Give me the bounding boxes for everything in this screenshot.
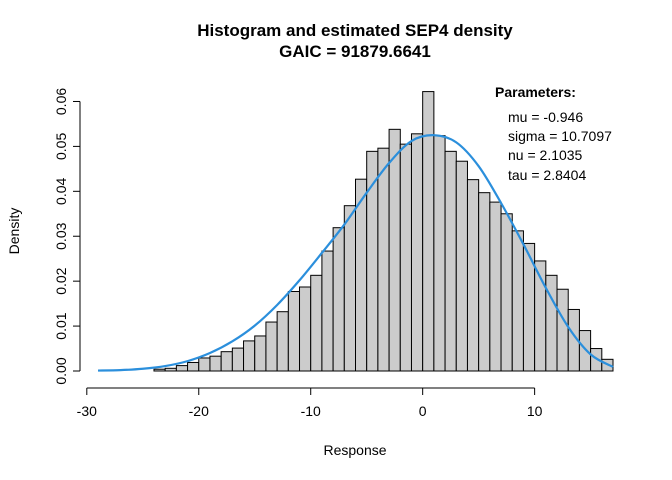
histogram-bar bbox=[500, 213, 513, 372]
y-tick-label: 0.00 bbox=[53, 357, 69, 384]
histogram-bar bbox=[220, 351, 233, 372]
histogram-bar bbox=[243, 340, 256, 372]
histogram-bar bbox=[175, 365, 189, 372]
histogram-bars bbox=[153, 91, 614, 372]
histogram-bar bbox=[276, 311, 289, 372]
histogram-bar bbox=[187, 361, 200, 372]
parameters-legend: Parameters: mu = -0.946 sigma = 10.7097 … bbox=[495, 84, 612, 183]
y-tick-label: 0.04 bbox=[53, 177, 69, 204]
histogram-bar bbox=[265, 321, 278, 372]
histogram-bar bbox=[299, 286, 312, 372]
y-tick-label: 0.06 bbox=[53, 88, 69, 115]
y-tick-label: 0.03 bbox=[53, 222, 69, 249]
histogram-bar bbox=[511, 230, 524, 372]
x-tick-label: -10 bbox=[301, 403, 321, 419]
histogram-bar bbox=[321, 250, 334, 372]
histogram-bar bbox=[153, 368, 166, 372]
x-axis: -30 -20 -10 0 10 bbox=[77, 387, 543, 419]
y-tick-label: 0.01 bbox=[53, 312, 69, 339]
histogram-bar bbox=[254, 335, 267, 372]
histogram-bar bbox=[388, 128, 401, 372]
histogram-bar bbox=[377, 147, 390, 372]
y-tick-label: 0.05 bbox=[53, 133, 69, 160]
histogram-bar bbox=[410, 133, 424, 372]
y-axis-label: Density bbox=[6, 208, 22, 255]
y-axis: 0.00 0.01 0.02 0.03 0.04 0.05 0.06 bbox=[53, 88, 81, 385]
legend-sigma: sigma = 10.7097 bbox=[508, 128, 612, 144]
chart-title: Histogram and estimated SEP4 density bbox=[197, 21, 513, 40]
x-axis-label: Response bbox=[323, 442, 386, 458]
histogram-bar bbox=[578, 330, 592, 372]
y-tick-label: 0.02 bbox=[53, 267, 69, 294]
histogram-bar bbox=[209, 355, 222, 372]
histogram-bar bbox=[310, 274, 323, 372]
histogram-bar bbox=[231, 347, 245, 372]
x-tick-label: 10 bbox=[527, 403, 543, 419]
histogram-bar bbox=[444, 150, 457, 372]
histogram-bar bbox=[422, 91, 435, 372]
legend-mu: mu = -0.946 bbox=[508, 109, 583, 125]
legend-title: Parameters: bbox=[495, 84, 576, 100]
histogram-bar bbox=[455, 160, 468, 372]
histogram-bar bbox=[164, 367, 177, 372]
histogram-bar bbox=[478, 192, 491, 372]
histogram-bar bbox=[489, 201, 502, 372]
histogram-bar bbox=[399, 143, 412, 372]
legend-tau: tau = 2.8404 bbox=[508, 167, 586, 183]
density-curve bbox=[97, 134, 614, 372]
histogram-bar bbox=[343, 205, 356, 372]
chart-subtitle: GAIC = 91879.6641 bbox=[279, 42, 431, 61]
histogram-bar bbox=[287, 290, 301, 372]
legend-nu: nu = 2.1035 bbox=[508, 147, 583, 163]
histogram-bar bbox=[556, 288, 569, 372]
x-tick-label: 0 bbox=[419, 403, 427, 419]
x-tick-label: -30 bbox=[77, 403, 97, 419]
histogram-bar bbox=[433, 135, 446, 372]
histogram-bar bbox=[466, 179, 480, 372]
x-tick-label: -20 bbox=[189, 403, 209, 419]
histogram-bar bbox=[198, 357, 211, 372]
histogram-bar bbox=[332, 227, 345, 372]
